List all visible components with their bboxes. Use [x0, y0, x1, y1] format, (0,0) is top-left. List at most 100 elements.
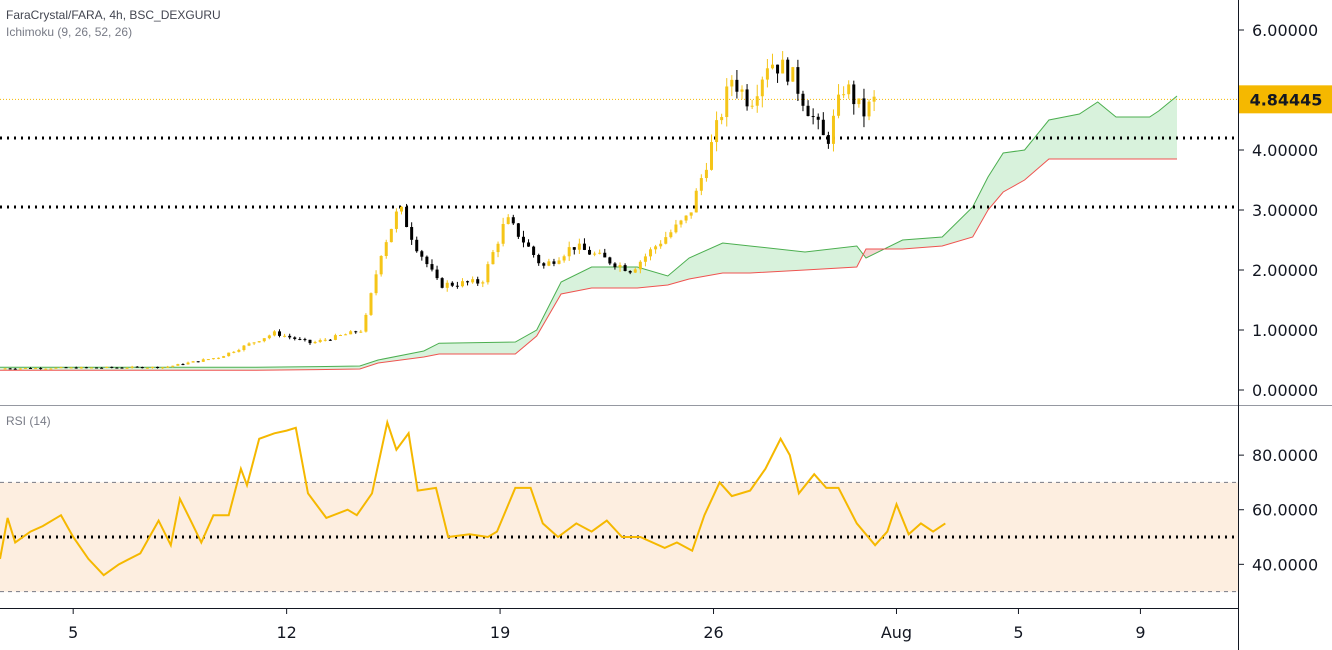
candle-up — [684, 215, 688, 221]
candle-up — [217, 357, 221, 359]
candle-up — [237, 349, 241, 352]
candle-up — [699, 178, 703, 191]
candle-down — [623, 265, 627, 271]
candle-down — [862, 98, 866, 117]
candle-up — [674, 224, 678, 233]
rsi-legend[interactable]: RSI (14) — [6, 414, 51, 428]
candle-up — [3, 368, 7, 370]
time-axis-tick-label: 26 — [703, 623, 723, 642]
candle-up — [791, 67, 795, 82]
ichimoku-legend[interactable]: Ichimoku (9, 26, 52, 26) — [6, 25, 133, 39]
candle-up — [89, 367, 93, 369]
candle-up — [364, 314, 368, 332]
candle-up — [171, 365, 175, 367]
candle-up — [720, 117, 724, 121]
rsi-line — [0, 418, 946, 577]
price-pane[interactable] — [0, 51, 1238, 371]
candle-up — [359, 331, 363, 333]
price-axis-tick-label: 1.00000 — [1252, 321, 1318, 340]
candle-up — [369, 293, 373, 315]
candle-up — [857, 98, 861, 105]
candle-up — [262, 338, 266, 342]
candle-down — [430, 264, 434, 270]
time-axis-tick-label: 5 — [1013, 623, 1023, 642]
candle-down — [537, 254, 541, 264]
candle-down — [745, 89, 749, 107]
candle-down — [776, 64, 780, 74]
candle-down — [796, 67, 800, 94]
candle-up — [247, 343, 251, 346]
candle-up — [23, 367, 27, 369]
candle-down — [450, 282, 454, 286]
candle-up — [323, 339, 327, 341]
candle-up — [222, 356, 226, 358]
candle-down — [613, 263, 617, 268]
candle-down — [476, 279, 480, 284]
rsi-pane[interactable] — [0, 418, 1238, 593]
candle-up — [638, 261, 642, 270]
candle-down — [181, 364, 185, 366]
time-axis[interactable]: 5 12 19 26 Aug 5 9 — [68, 608, 1146, 642]
price-axis-tick-label: 0.00000 — [1252, 381, 1318, 400]
candle-up — [704, 169, 708, 179]
candle-up — [349, 331, 353, 335]
candle-down — [826, 135, 830, 144]
candle-down — [521, 236, 525, 243]
candle-up — [399, 206, 403, 212]
candle-up — [166, 366, 170, 368]
candle-up — [374, 274, 378, 294]
candle-up — [445, 282, 449, 288]
candle-up — [730, 79, 734, 87]
candle-down — [516, 223, 520, 237]
candle-up — [59, 367, 63, 369]
candle-down — [816, 116, 820, 120]
candle-up — [201, 359, 205, 362]
candle-up — [49, 368, 53, 370]
candle-up — [394, 211, 398, 229]
candle-down — [328, 339, 332, 341]
candle-up — [333, 335, 337, 340]
candle-up — [709, 142, 713, 170]
candle-down — [572, 247, 576, 250]
price-axis[interactable]: 6.00000 4.00000 3.00000 2.00000 1.00000 0.000… — [1238, 21, 1318, 400]
candle-down — [28, 367, 32, 369]
candle-down — [466, 281, 470, 283]
candle-down — [278, 331, 282, 336]
candle-down — [735, 79, 739, 92]
candle-down — [110, 366, 114, 368]
candle-down — [415, 239, 419, 252]
candle-down — [135, 366, 139, 368]
candle-up — [694, 190, 698, 213]
candle-down — [588, 249, 592, 255]
symbol-legend[interactable]: FaraCrystal/FARA, 4h, BSC_DEXGURU — [6, 8, 221, 22]
candle-up — [577, 243, 581, 250]
candle-up — [130, 366, 134, 368]
candle-up — [725, 86, 729, 118]
candle-down — [156, 366, 160, 369]
candle-up — [679, 220, 683, 225]
candle-up — [633, 269, 637, 273]
rsi-axis[interactable]: 80.0000 60.0000 40.0000 — [1238, 446, 1318, 574]
candle-up — [755, 96, 759, 106]
candle-up — [547, 261, 551, 266]
senkou-span-b-line — [0, 158, 1177, 371]
candle-down — [303, 339, 307, 341]
candle-up — [618, 265, 622, 268]
candle-up — [389, 228, 393, 243]
candle-down — [74, 367, 78, 369]
candle-up — [486, 264, 490, 283]
candle-up — [664, 237, 668, 244]
candle-up — [847, 84, 851, 95]
candle-up — [242, 345, 246, 350]
candle-down — [84, 367, 88, 369]
last-price-value: 4.84445 — [1250, 90, 1323, 109]
candle-up — [770, 64, 774, 69]
candle-down — [852, 84, 856, 105]
candle-down — [603, 252, 607, 258]
time-axis-tick-label: 12 — [276, 623, 296, 642]
candle-down — [425, 256, 429, 265]
candle-up — [557, 260, 561, 264]
candle-up — [491, 252, 495, 265]
candle-down — [420, 251, 424, 257]
